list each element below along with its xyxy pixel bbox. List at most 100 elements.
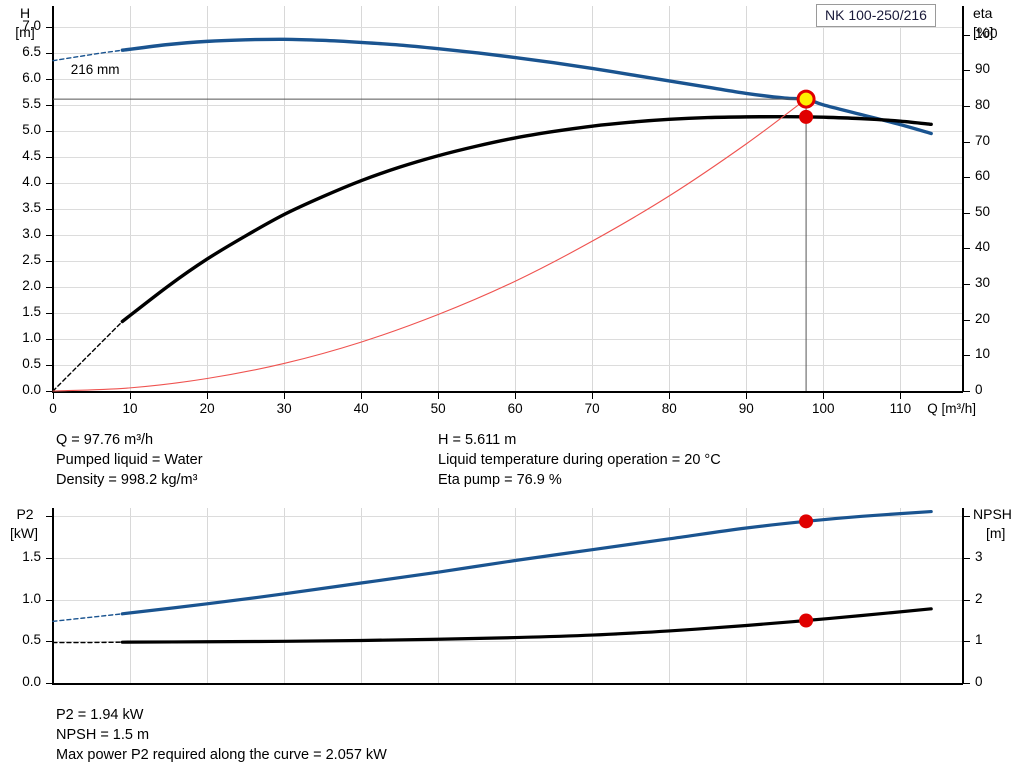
- bottom-y2-tick: [962, 683, 970, 684]
- bottom-y-tick: [46, 641, 53, 643]
- top-y-tick-label: 1.5: [22, 304, 41, 319]
- info-liquid-temperature: Liquid temperature during operation = 20…: [438, 452, 721, 468]
- head-efficiency-chart: 7.0 6.5 6.0 5.5 5.0 4.5 4.0 3.5 3.0 2.5 2.0 1.5 1.0 0…: [15, 4, 998, 416]
- top-x-tick: [823, 392, 825, 399]
- top-x-tick: [515, 392, 517, 399]
- npsh-duty-dot: [799, 613, 814, 628]
- bottom-y-tick: [46, 558, 53, 559]
- top-y-tick-label: 1.0: [22, 330, 41, 345]
- info-flow: Q = 97.76 m³/h: [56, 432, 154, 448]
- info-head: H = 5.611 m: [438, 432, 517, 448]
- top-y2-tick: [962, 319, 970, 321]
- top-x-tick: [53, 392, 54, 399]
- bottom-gridline-h: [53, 558, 962, 559]
- info-eta-pump: Eta pump = 76.9 %: [438, 472, 562, 488]
- top-y-tick: [46, 339, 53, 340]
- top-y2-tick-label: 80: [975, 96, 991, 112]
- bottom-gridline-h: [53, 516, 962, 518]
- power-info-block: P2 = 1.94 kW NPSH = 1.5 m Max power P2 r…: [56, 705, 387, 765]
- top-y-tick: [46, 104, 53, 106]
- top-x-tick-label: 100: [812, 401, 835, 416]
- top-gridline-h: [53, 26, 962, 28]
- top-y-tick: [46, 234, 53, 236]
- top-y-tick-label: 6.5: [22, 43, 41, 59]
- top-y2-tick-label: 50: [975, 203, 991, 219]
- top-gridline-v: [207, 6, 209, 391]
- top-y-tick-label: 7.0: [22, 17, 41, 33]
- top-x-tick: [207, 392, 209, 399]
- top-x-tick-label: 20: [199, 401, 215, 416]
- info-npsh: NPSH = 1.5 m: [56, 727, 150, 743]
- top-y-tick: [46, 52, 53, 54]
- info-p2: P2 = 1.94 kW: [56, 707, 144, 723]
- top-gridline-h: [53, 286, 962, 288]
- top-x-tick-label: 90: [738, 401, 754, 416]
- bottom-gridline-v: [438, 508, 440, 683]
- top-gridline-h: [53, 365, 962, 366]
- bottom-y2-tick: [962, 641, 970, 643]
- top-gridline-v: [669, 6, 671, 391]
- top-x-tick-label: 0: [49, 401, 57, 416]
- top-gridline-h: [53, 339, 962, 340]
- top-gridline-v: [361, 6, 363, 391]
- top-y-tick: [46, 208, 53, 210]
- top-x-tick: [900, 392, 902, 399]
- top-gridline-h: [53, 130, 962, 132]
- top-y2-tick: [962, 248, 970, 250]
- top-y-tick-label: 5.0: [22, 121, 41, 137]
- top-y-tick: [46, 156, 53, 158]
- top-y-tick-label: 5.5: [22, 95, 41, 111]
- bottom-gridline-v: [823, 508, 825, 683]
- curve-head-extension-dashed: [52, 49, 124, 62]
- bottom-gridline-v: [130, 508, 131, 683]
- top-x-tick: [284, 392, 286, 399]
- top-y2-tick-label: 40: [975, 239, 991, 255]
- top-y-tick: [46, 391, 53, 392]
- bottom-gridline-h: [53, 599, 962, 601]
- top-y2-tick-label: 70: [975, 132, 991, 148]
- top-y-tick: [46, 78, 53, 80]
- top-y-tick-label: 2.0: [22, 277, 41, 293]
- bottom-y2-tick: [962, 599, 970, 601]
- top-curves: [52, 37, 933, 392]
- bottom-y-tick-label: 1.5: [22, 549, 41, 564]
- top-y2-tick: [962, 391, 970, 392]
- top-y-axis-line: [52, 6, 54, 392]
- top-y2-tick: [962, 284, 970, 286]
- top-y-tick-label: 4.5: [22, 147, 41, 163]
- top-y2-tick-label: 100: [975, 25, 998, 41]
- top-y2-tick: [962, 355, 970, 357]
- bottom-gridline-v: [746, 508, 748, 683]
- top-y-tick: [46, 365, 53, 366]
- top-gridline-h: [53, 234, 962, 236]
- top-y-tick: [46, 26, 53, 28]
- top-y2-tick: [962, 141, 970, 143]
- top-x-tick: [746, 392, 748, 399]
- info-max-power: Max power P2 required along the curve = …: [56, 747, 387, 763]
- top-y-axis-title: H: [19, 5, 31, 21]
- duty-point-marker: [796, 89, 816, 109]
- curve-system-eta-thin-curve: [52, 98, 807, 392]
- top-y-tick: [46, 313, 53, 314]
- bottom-gridline-v: [900, 508, 902, 683]
- bottom-y-axis-title: P2: [16, 506, 34, 522]
- bottom-y2-axis-title: NPSH: [973, 506, 1012, 522]
- power-duty-dot: [799, 514, 814, 529]
- top-y2-tick-label: 10: [975, 346, 991, 362]
- top-y-tick-label: 3.5: [22, 199, 41, 215]
- bottom-y-tick: [46, 599, 53, 601]
- efficiency-duty-dot: [799, 109, 814, 124]
- top-y-tick-label: 3.0: [22, 225, 41, 241]
- top-x-tick-label: 60: [507, 401, 523, 416]
- top-y2-tick: [962, 70, 970, 72]
- bottom-y-tick: [46, 683, 53, 684]
- top-y2-tick-label: 90: [975, 61, 991, 77]
- bottom-y-tick: [46, 516, 53, 518]
- top-x-tick: [592, 392, 594, 399]
- top-y2-axis-unit: [%]: [973, 24, 994, 40]
- top-x-tick-label: 30: [276, 401, 292, 416]
- top-y2-axis-line: [962, 6, 964, 392]
- top-gridline-v: [284, 6, 286, 391]
